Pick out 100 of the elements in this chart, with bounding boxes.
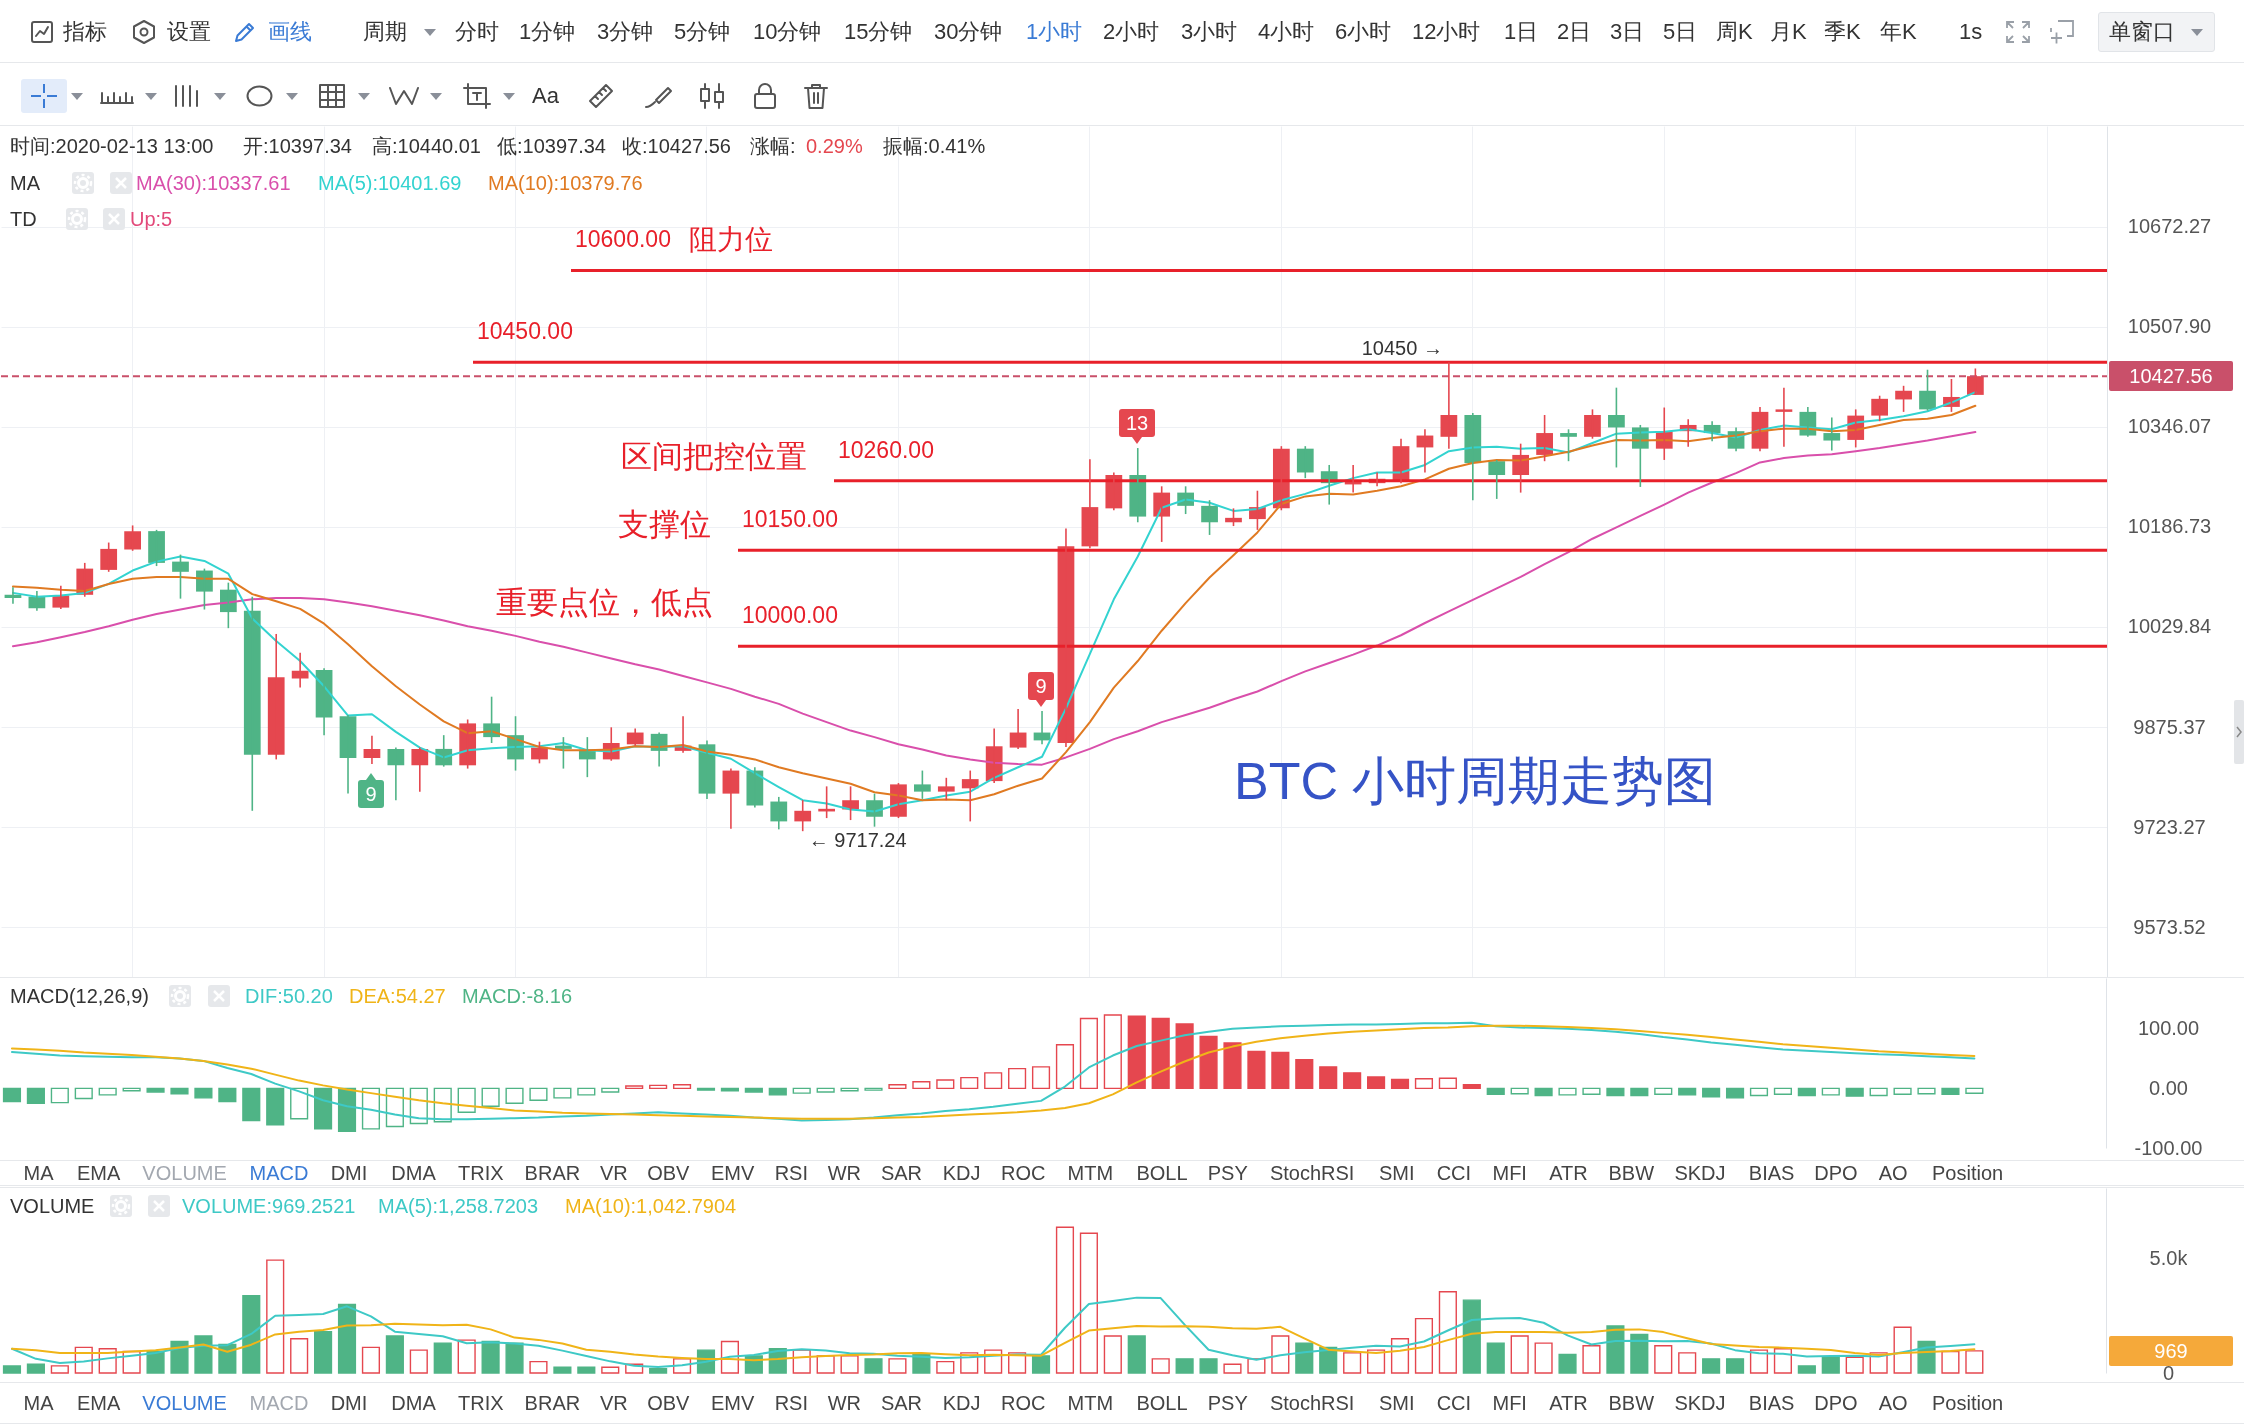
text: Aa: [532, 83, 559, 108]
text: BIAS: [1748, 1162, 1795, 1184]
text: 指标: [63, 19, 107, 44]
y-tick-label: 9573.52: [2133, 915, 2206, 938]
text: BOLL: [1136, 1392, 1188, 1414]
y-tick-label: 9723.27: [2133, 815, 2206, 838]
ref-line-label: 10427.56: [2129, 365, 2213, 388]
annotation: 支撑位: [618, 507, 711, 543]
text: KDJ: [942, 1392, 981, 1414]
y-tick-label: 10346.07: [2127, 415, 2212, 438]
text: BBW: [1608, 1392, 1655, 1414]
text: 3分钟: [597, 19, 654, 44]
y-tick-label: 10029.84: [2127, 615, 2212, 638]
text: 15分钟: [844, 19, 913, 44]
text: 12小时: [1412, 19, 1481, 44]
annotation: 0.29%: [806, 135, 863, 157]
text: DMA: [391, 1392, 436, 1414]
text: VOLUME: [142, 1392, 227, 1414]
annotation: ← 9717.24: [808, 829, 907, 852]
text: 30分钟: [934, 19, 1003, 44]
text: 设置: [167, 19, 211, 44]
ref-line-label: 10260.00: [838, 436, 934, 463]
y-tick-label: -100.00: [2134, 1136, 2203, 1159]
text: OBV: [647, 1392, 690, 1414]
text: 季K: [1824, 19, 1861, 44]
annotation: 9: [365, 782, 377, 805]
text: MA: [23, 1162, 54, 1184]
y-tick-label: 10672.27: [2127, 215, 2212, 238]
annotation: MA(30):10337.61: [136, 172, 291, 194]
text: ATR: [1549, 1162, 1588, 1184]
ref-line-label: 10600.00: [575, 226, 671, 253]
text: Position: [1932, 1392, 2004, 1414]
annotation: 涨幅:: [750, 135, 796, 157]
text: AO: [1878, 1392, 1908, 1414]
annotation: 高:10440.01: [372, 135, 481, 157]
annotation: 低:10397.34: [497, 135, 606, 157]
value-tag: 969: [2109, 1335, 2233, 1366]
annotation: MACD:-8.16: [462, 985, 573, 1007]
annotation: MA: [10, 172, 40, 194]
y-tick-label: 5.0k: [2149, 1247, 2189, 1270]
text: 5日: [1663, 19, 1698, 44]
text: 1小时: [1026, 19, 1083, 44]
text: MACD: [249, 1392, 309, 1414]
text: EMV: [711, 1392, 755, 1414]
text: SAR: [880, 1162, 923, 1184]
text: SKDJ: [1674, 1392, 1726, 1414]
annotation: VOLUME:969.2521: [182, 1195, 356, 1217]
price-tag: 10427.56: [2109, 361, 2233, 392]
text: 5分钟: [674, 19, 731, 44]
text: RSI: [774, 1392, 808, 1414]
annotation: TD: [10, 208, 37, 230]
text: 4小时: [1258, 19, 1315, 44]
annotation: 13: [1125, 412, 1148, 435]
text: AO: [1878, 1162, 1908, 1184]
annotation: MA(10):10379.76: [488, 172, 643, 194]
text: 3日: [1610, 19, 1645, 44]
annotation: MA(5):10401.69: [318, 172, 462, 194]
text: DMI: [330, 1162, 368, 1184]
text: ROC: [1000, 1162, 1046, 1184]
text: PSY: [1207, 1392, 1248, 1414]
text: WR: [827, 1162, 861, 1184]
text: 画线: [268, 19, 312, 44]
text: ATR: [1549, 1392, 1588, 1414]
ref-line-label: 10000.00: [742, 602, 838, 629]
text: EMA: [77, 1392, 121, 1414]
annotation: MA(5):1,258.7203: [378, 1195, 539, 1217]
text: 1日: [1504, 19, 1539, 44]
text: MTM: [1067, 1162, 1114, 1184]
text: RSI: [774, 1162, 808, 1184]
annotation: DEA:54.27: [349, 985, 446, 1007]
text: 2小时: [1103, 19, 1160, 44]
annotation: 9: [1035, 675, 1047, 697]
text: DPO: [1814, 1392, 1858, 1414]
text: 年K: [1880, 19, 1917, 44]
text: 分时: [455, 19, 499, 44]
annotation: 收:10427.56: [622, 135, 731, 157]
text: DPO: [1814, 1162, 1858, 1184]
text: OBV: [647, 1162, 690, 1184]
text: EMA: [77, 1162, 121, 1184]
y-tick-label: 9875.37: [2133, 715, 2206, 738]
annotation: 阻力位: [689, 224, 773, 256]
text: DMI: [330, 1392, 368, 1414]
annotation: 10450 →: [1361, 337, 1443, 360]
annotation: VOLUME: [10, 1195, 95, 1217]
text: CCI: [1436, 1392, 1472, 1414]
text: StochRSI: [1269, 1162, 1355, 1184]
text: KDJ: [942, 1162, 981, 1184]
text: VR: [599, 1392, 628, 1414]
text: Position: [1932, 1162, 2004, 1184]
annotation: 开:10397.34: [243, 135, 352, 157]
text: TRIX: [458, 1162, 504, 1184]
text: VR: [599, 1162, 628, 1184]
text: 6小时: [1335, 19, 1392, 44]
annotation: DIF:50.20: [245, 985, 333, 1007]
y-tick-label: 10507.90: [2127, 315, 2212, 338]
text: 周期: [363, 19, 407, 44]
y-tick-label: 10186.73: [2127, 515, 2212, 538]
text: MTM: [1067, 1392, 1114, 1414]
annotation: 时间:2020-02-13 13:00: [10, 135, 214, 157]
text: BOLL: [1136, 1162, 1188, 1184]
